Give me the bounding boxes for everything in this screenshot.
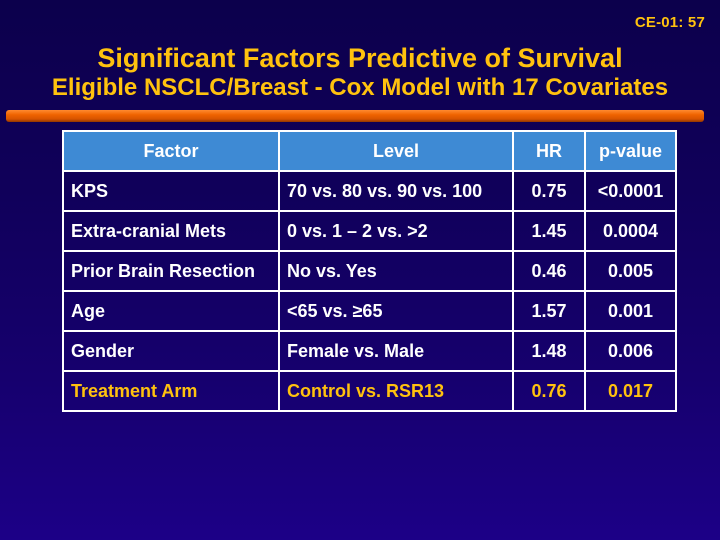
table-row: Gender Female vs. Male 1.48 0.006 <box>62 330 677 372</box>
cell-hr: 0.75 <box>512 170 586 212</box>
table-row-highlighted: Treatment Arm Control vs. RSR13 0.76 0.0… <box>62 370 677 412</box>
cell-level: 0 vs. 1 – 2 vs. >2 <box>278 210 514 252</box>
slide-subtitle: Eligible NSCLC/Breast - Cox Model with 1… <box>51 74 669 101</box>
cell-hr: 1.57 <box>512 290 586 332</box>
column-header-factor: Factor <box>62 130 280 172</box>
slide-title: Significant Factors Predictive of Surviv… <box>97 43 623 73</box>
cell-pvalue: 0.001 <box>584 290 677 332</box>
cell-factor: Prior Brain Resection <box>62 250 280 292</box>
cell-hr: 0.76 <box>512 370 586 412</box>
cell-pvalue: 0.0004 <box>584 210 677 252</box>
divider-bar <box>6 110 704 122</box>
table-row: Age <65 vs. ≥65 1.57 0.001 <box>62 290 677 332</box>
table-row: Prior Brain Resection No vs. Yes 0.46 0.… <box>62 250 677 292</box>
slide-code: CE-01: 57 <box>634 14 705 31</box>
cell-factor: Age <box>62 290 280 332</box>
cell-factor: Extra-cranial Mets <box>62 210 280 252</box>
table-row: KPS 70 vs. 80 vs. 90 vs. 100 0.75 <0.000… <box>62 170 677 212</box>
table-header-row: Factor Level HR p-value <box>62 130 677 172</box>
cell-level: <65 vs. ≥65 <box>278 290 514 332</box>
cell-level: Control vs. RSR13 <box>278 370 514 412</box>
cell-level: 70 vs. 80 vs. 90 vs. 100 <box>278 170 514 212</box>
column-header-pvalue: p-value <box>584 130 677 172</box>
cell-level: No vs. Yes <box>278 250 514 292</box>
cell-pvalue: <0.0001 <box>584 170 677 212</box>
cell-hr: 1.45 <box>512 210 586 252</box>
table-row: Extra-cranial Mets 0 vs. 1 – 2 vs. >2 1.… <box>62 210 677 252</box>
cell-level: Female vs. Male <box>278 330 514 372</box>
cell-pvalue: 0.017 <box>584 370 677 412</box>
cox-model-results-table: Factor Level HR p-value KPS 70 vs. 80 vs… <box>62 130 677 412</box>
cell-factor: Treatment Arm <box>62 370 280 412</box>
cell-pvalue: 0.005 <box>584 250 677 292</box>
cell-pvalue: 0.006 <box>584 330 677 372</box>
cell-hr: 1.48 <box>512 330 586 372</box>
cell-factor: KPS <box>62 170 280 212</box>
column-header-hr: HR <box>512 130 586 172</box>
column-header-level: Level <box>278 130 514 172</box>
cell-factor: Gender <box>62 330 280 372</box>
cell-hr: 0.46 <box>512 250 586 292</box>
